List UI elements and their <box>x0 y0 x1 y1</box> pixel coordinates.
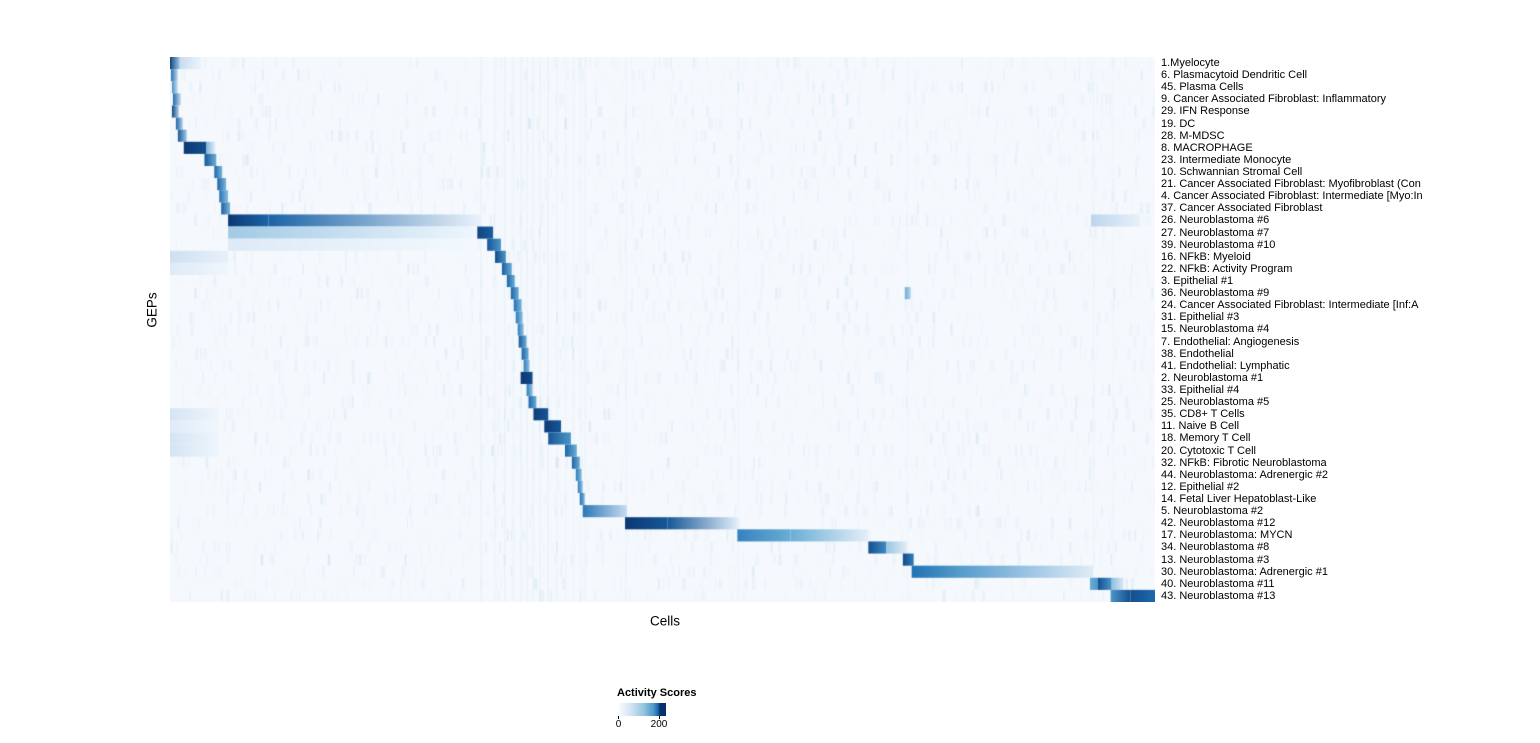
gep-row-label: 41. Endothelial: Lymphatic <box>1161 359 1290 372</box>
gep-row-label: 13. Neuroblastoma #3 <box>1161 553 1270 566</box>
gep-row-label: 18. Memory T Cell <box>1161 432 1251 445</box>
gep-row-label: 1.Myelocyte <box>1161 57 1220 69</box>
gep-row-label: 5. Neuroblastoma #2 <box>1161 505 1264 518</box>
gep-row-label: 25. Neuroblastoma #5 <box>1161 396 1270 409</box>
gep-row-label: 9. Cancer Associated Fibroblast: Inflamm… <box>1161 93 1386 106</box>
gep-row-label: 33. Epithelial #4 <box>1161 384 1240 396</box>
heatmap-canvas <box>170 57 1155 602</box>
gep-row-label: 45. Plasma Cells <box>1161 81 1244 94</box>
legend-tick-mark-200 <box>658 716 660 719</box>
gep-row-label: 38. Endothelial <box>1161 347 1234 360</box>
gep-row-label: 42. Neuroblastoma #12 <box>1161 517 1276 530</box>
gep-row-label: 2. Neuroblastoma #1 <box>1161 371 1264 384</box>
gep-row-label: 4. Cancer Associated Fibroblast: Interme… <box>1161 190 1423 203</box>
gep-row-label: 26. Neuroblastoma #6 <box>1161 214 1270 227</box>
gep-row-label: 11. Naive B Cell <box>1161 420 1240 433</box>
gep-row-label: 30. Neuroblastoma: Adrenergic #1 <box>1161 565 1328 578</box>
gep-row-label: 20. Cytotoxic T Cell <box>1161 444 1256 457</box>
gep-row-label: 32. NFkB: Fibrotic Neuroblastoma <box>1161 456 1327 469</box>
gep-row-label: 36. Neuroblastoma #9 <box>1161 287 1270 300</box>
gep-row-label: 7. Endothelial: Angiogenesis <box>1161 335 1300 348</box>
gep-row-label: 34. Neuroblastoma #8 <box>1161 541 1270 554</box>
gep-row-label: 31. Epithelial #3 <box>1161 311 1240 324</box>
gep-row-label: 3. Epithelial #1 <box>1161 275 1234 287</box>
gep-row-label: 19. DC <box>1161 117 1196 130</box>
gep-row-label: 39. Neuroblastoma #10 <box>1161 238 1276 251</box>
gep-row-label: 6. Plasmacytoid Dendritic Cell <box>1161 69 1308 82</box>
gep-row-label: 35. CD8+ T Cells <box>1161 408 1245 421</box>
gep-row-label: 28. M-MDSC <box>1161 129 1225 142</box>
gep-row-label: 17. Neuroblastoma: MYCN <box>1161 529 1293 542</box>
legend-gradient-bar <box>617 703 666 719</box>
gep-row-label: 29. IFN Response <box>1161 105 1250 118</box>
gep-row-label: 24. Cancer Associated Fibroblast: Interm… <box>1161 299 1419 312</box>
gep-row-label: 44. Neuroblastoma: Adrenergic #2 <box>1161 468 1328 481</box>
gep-row-label: 43. Neuroblastoma #13 <box>1161 589 1276 602</box>
y-axis-label: GEPs <box>144 292 160 328</box>
gep-row-label: 40. Neuroblastoma #11 <box>1161 577 1275 590</box>
legend-tick-labels: 0 200 <box>615 716 677 730</box>
legend-tick-label-200: 200 <box>650 719 668 730</box>
legend-tick-mark-0 <box>618 716 620 719</box>
gep-row-label: 8. MACROPHAGE <box>1161 141 1253 154</box>
x-axis-label: Cells <box>649 613 681 629</box>
gep-row-label: 16. NFkB: Myeloid <box>1161 250 1251 263</box>
gep-row-label: 14. Fetal Liver Hepatoblast-Like <box>1161 493 1317 505</box>
gep-row-label: 21. Cancer Associated Fibroblast: Myofib… <box>1161 178 1421 191</box>
gep-row-label: 37. Cancer Associated Fibroblast <box>1161 202 1323 215</box>
gep-row-label: 15. Neuroblastoma #4 <box>1161 323 1270 336</box>
gep-row-label: 22. NFkB: Activity Program <box>1161 262 1293 275</box>
legend: Activity Scores 0 200 <box>615 687 757 730</box>
gep-row-label: 10. Schwannian Stromal Cell <box>1161 166 1303 178</box>
gep-row-label: 23. Intermediate Monocyte <box>1161 153 1292 166</box>
gep-row-labels: 1.Myelocyte 6. Plasmacytoid Dendritic Cel… <box>1161 57 1540 602</box>
gep-row-label: 27. Neuroblastoma #7 <box>1161 226 1270 239</box>
legend-tick-label-0: 0 <box>615 719 622 730</box>
gep-row-label: 12. Epithelial #2 <box>1161 480 1240 493</box>
legend-title: Activity Scores <box>617 687 697 699</box>
